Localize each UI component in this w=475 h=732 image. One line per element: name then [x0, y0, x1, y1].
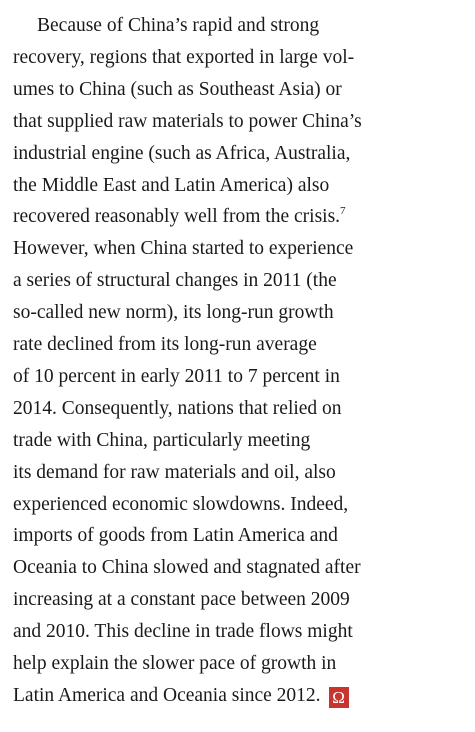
- line-text: of 10 percent in early 2011 to 7 percent…: [13, 365, 340, 387]
- text-line: its demand for raw materials and oil, al…: [13, 457, 336, 489]
- text-line: that supplied raw materials to power Chi…: [13, 106, 362, 138]
- line-text: 2014. Consequently, nations that relied …: [13, 397, 342, 419]
- text-line: recovered reasonably well from the crisi…: [13, 201, 346, 233]
- line-text: experienced economic slowdowns. Indeed,: [13, 493, 349, 515]
- line-text: Oceania to China slowed and stagnated af…: [13, 557, 361, 579]
- line-text: trade with China, particularly meeting: [13, 429, 311, 451]
- line-text: increasing at a constant pace between 20…: [13, 589, 350, 611]
- line-text: its demand for raw materials and oil, al…: [13, 461, 336, 483]
- line-text: recovery, regions that exported in large…: [13, 46, 355, 68]
- line-text: the Middle East and Latin America) also: [13, 174, 330, 196]
- line-text: Because of China’s rapid and strong: [37, 15, 320, 36]
- text-line: trade with China, particularly meeting: [13, 425, 310, 457]
- text-line: 2014. Consequently, nations that relied …: [13, 393, 342, 425]
- text-line: Because of China’s rapid and strong: [37, 10, 319, 42]
- line-text: imports of goods from Latin America and: [13, 525, 338, 547]
- line-text: help explain the slower pace of growth i…: [13, 653, 337, 674]
- text-line: the Middle East and Latin America) also: [13, 170, 329, 202]
- text-line: recovery, regions that exported in large…: [13, 42, 354, 74]
- text-line: umes to China (such as Southeast Asia) o…: [13, 74, 342, 106]
- footnote-ref: 7: [340, 205, 346, 218]
- text-line: help explain the slower pace of growth i…: [13, 648, 336, 680]
- line-text: However, when China started to experienc…: [13, 238, 354, 260]
- text-line: increasing at a constant pace between 20…: [13, 584, 350, 616]
- text-line: and 2010. This decline in trade flows mi…: [13, 616, 353, 648]
- line-text: so-called new norm), its long-run growth: [13, 302, 334, 324]
- line-text: umes to China (such as Southeast Asia) o…: [13, 78, 342, 100]
- text-line: However, when China started to experienc…: [13, 233, 353, 265]
- text-line: Latin America and Oceania since 2012. Ω: [13, 680, 349, 712]
- text-line: industrial engine (such as Africa, Austr…: [13, 138, 350, 170]
- text-line: a series of structural changes in 2011 (…: [13, 265, 337, 297]
- text-line: imports of goods from Latin America and: [13, 520, 338, 552]
- text-line: experienced economic slowdowns. Indeed,: [13, 489, 348, 521]
- line-text: recovered reasonably well from the crisi…: [13, 206, 341, 228]
- line-text: and 2010. This decline in trade flows mi…: [13, 621, 353, 643]
- text-line: so-called new norm), its long-run growth: [13, 297, 334, 329]
- text-line: rate declined from its long-run average: [13, 329, 317, 361]
- line-text: that supplied raw materials to power Chi…: [13, 110, 362, 132]
- line-text: industrial engine (such as Africa, Austr…: [13, 142, 351, 164]
- line-text: Latin America and Oceania since 2012.: [13, 684, 321, 706]
- text-line: of 10 percent in early 2011 to 7 percent…: [13, 361, 340, 393]
- line-text: a series of structural changes in 2011 (…: [13, 270, 337, 292]
- end-mark: Ω: [328, 686, 349, 708]
- text-line: Oceania to China slowed and stagnated af…: [13, 552, 361, 584]
- line-text: rate declined from its long-run average: [13, 334, 317, 355]
